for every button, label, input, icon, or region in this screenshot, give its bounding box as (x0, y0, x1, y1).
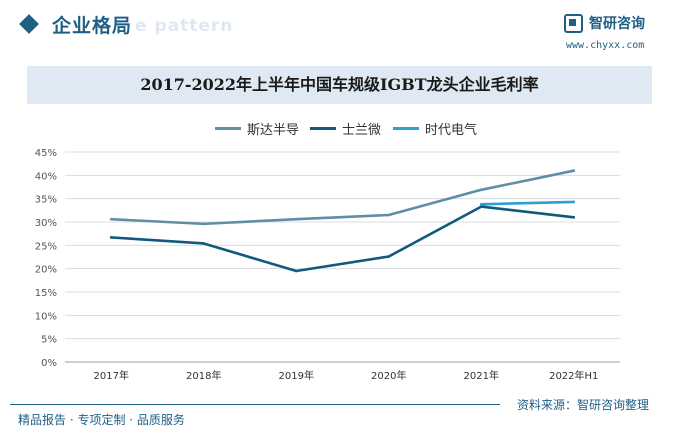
data-point-series-0 (479, 188, 483, 192)
y-tick-label: 0% (41, 358, 57, 369)
y-tick-label: 40% (35, 171, 57, 182)
data-point-series-0 (109, 217, 113, 221)
data-point-series-0 (387, 213, 391, 217)
data-point-series-0 (294, 217, 298, 221)
data-point-series-1 (387, 255, 391, 258)
x-tick-label: 2020年 (371, 369, 406, 382)
data-point-series-1 (572, 216, 576, 219)
legend-label-series-1: 士兰微 (342, 123, 382, 138)
legend-label-series-0: 斯达半导 (247, 123, 300, 138)
data-point-series-1 (202, 242, 206, 245)
legend-label-series-2: 时代电气 (425, 123, 478, 138)
chart-title: 2017-2022年上半年中国车规级IGBT龙头企业毛利率 (140, 75, 539, 94)
series-line-1 (109, 205, 576, 273)
series-line-2 (479, 200, 576, 206)
legend-swatch-series-0 (215, 127, 241, 130)
y-tick-label: 30% (35, 218, 57, 229)
brand-logo-icon (564, 14, 583, 33)
brand-logo: 智研咨询 www.chyxx.com (564, 13, 674, 53)
x-tick-label: 2019年 (279, 369, 314, 382)
x-tick-label: 2018年 (186, 369, 221, 382)
legend-swatch-series-2 (393, 127, 419, 130)
brand-url: www.chyxx.com (566, 40, 645, 51)
data-point-series-1 (294, 269, 298, 273)
series-line-0 (109, 169, 576, 226)
section-header: e pattern 企业格局 (0, 0, 677, 52)
data-point-series-2 (572, 200, 576, 204)
chart-legend: 斯达半导 士兰微 时代电气 (0, 118, 677, 138)
chart-title-band: 2017-2022年上半年中国车规级IGBT龙头企业毛利率 (27, 66, 652, 104)
header-watermark: e pattern (135, 16, 234, 36)
y-tick-label: 5% (41, 335, 57, 346)
data-point-series-1 (109, 236, 113, 239)
y-tick-label: 10% (35, 311, 57, 322)
y-tick-label: 45% (35, 148, 57, 159)
x-tick-label: 2017年 (94, 369, 129, 382)
data-point-series-0 (572, 169, 576, 172)
y-tick-label: 15% (35, 288, 57, 299)
x-tick-label: 2022年H1 (549, 369, 598, 382)
y-tick-label: 35% (35, 195, 57, 206)
data-point-series-2 (479, 202, 483, 206)
footer-divider (10, 404, 500, 405)
brand-name: 智研咨询 (589, 16, 645, 32)
data-point-series-0 (202, 222, 206, 226)
y-tick-label: 20% (35, 265, 57, 276)
section-title: 企业格局 (52, 15, 133, 37)
y-tick-label: 25% (35, 241, 57, 252)
legend-swatch-series-1 (310, 127, 336, 130)
data-point-series-1 (479, 205, 483, 208)
x-tick-label: 2021年 (464, 369, 499, 382)
footer-source: 资料来源：智研咨询整理 (517, 398, 650, 412)
footer-tagline: 精品报告 · 专项定制 · 品质服务 (18, 413, 185, 427)
